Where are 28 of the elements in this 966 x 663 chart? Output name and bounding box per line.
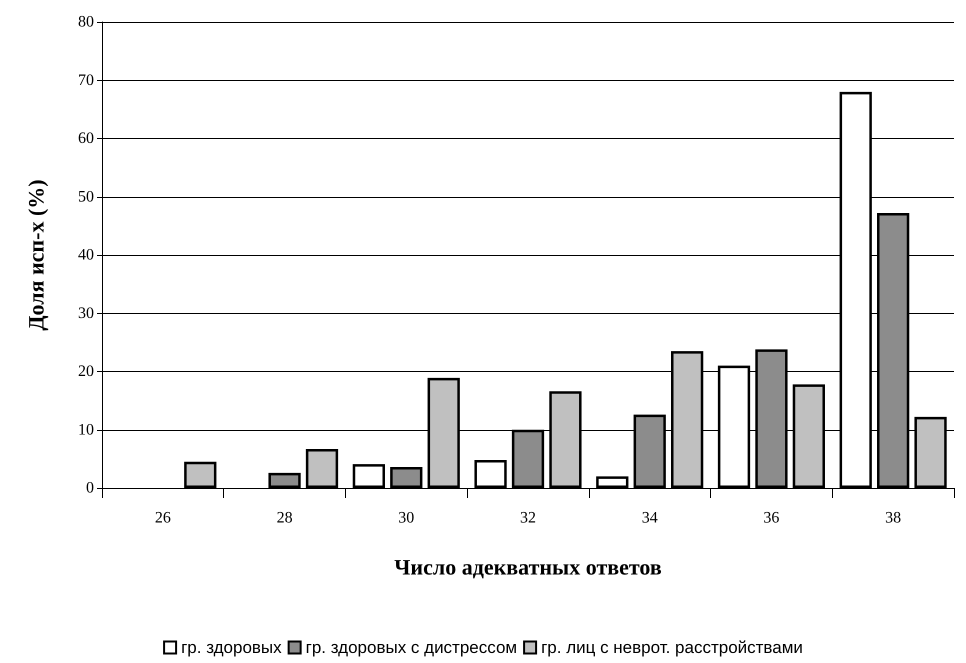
bar bbox=[352, 464, 385, 488]
legend-label: гр. здоровых bbox=[181, 638, 282, 657]
y-tick-label: 0 bbox=[86, 480, 94, 496]
bar bbox=[474, 460, 507, 488]
x-tick-label: 38 bbox=[885, 510, 902, 526]
bar bbox=[268, 472, 301, 488]
y-tick-label: 30 bbox=[78, 304, 94, 322]
y-tick-label: 80 bbox=[78, 14, 94, 30]
y-tick-label: 70 bbox=[78, 72, 94, 89]
y-tick-label: 20 bbox=[78, 363, 94, 380]
y-tick-label: 40 bbox=[78, 246, 94, 264]
x-tick-label: 26 bbox=[154, 510, 171, 526]
legend-label: гр. лиц с неврот. расстройствами bbox=[541, 638, 803, 657]
x-axis-title: Число адекватных ответов bbox=[394, 554, 662, 580]
bar bbox=[390, 467, 422, 488]
y-tick-label: 50 bbox=[78, 188, 94, 206]
legend-label: гр. здоровых с дистрессом bbox=[306, 638, 518, 657]
y-axis-title: Доля исп-х (%) bbox=[24, 179, 48, 331]
x-tick-label: 36 bbox=[763, 510, 780, 526]
x-tick-label: 28 bbox=[276, 510, 293, 526]
y-tick-label: 60 bbox=[78, 130, 94, 147]
bar bbox=[184, 462, 216, 488]
x-tick-label: 34 bbox=[642, 510, 658, 526]
bar bbox=[596, 476, 628, 488]
x-tick-label: 30 bbox=[398, 510, 414, 526]
y-tick-label: 10 bbox=[78, 421, 94, 438]
bar bbox=[306, 448, 338, 488]
x-tick-label: 32 bbox=[520, 510, 536, 526]
